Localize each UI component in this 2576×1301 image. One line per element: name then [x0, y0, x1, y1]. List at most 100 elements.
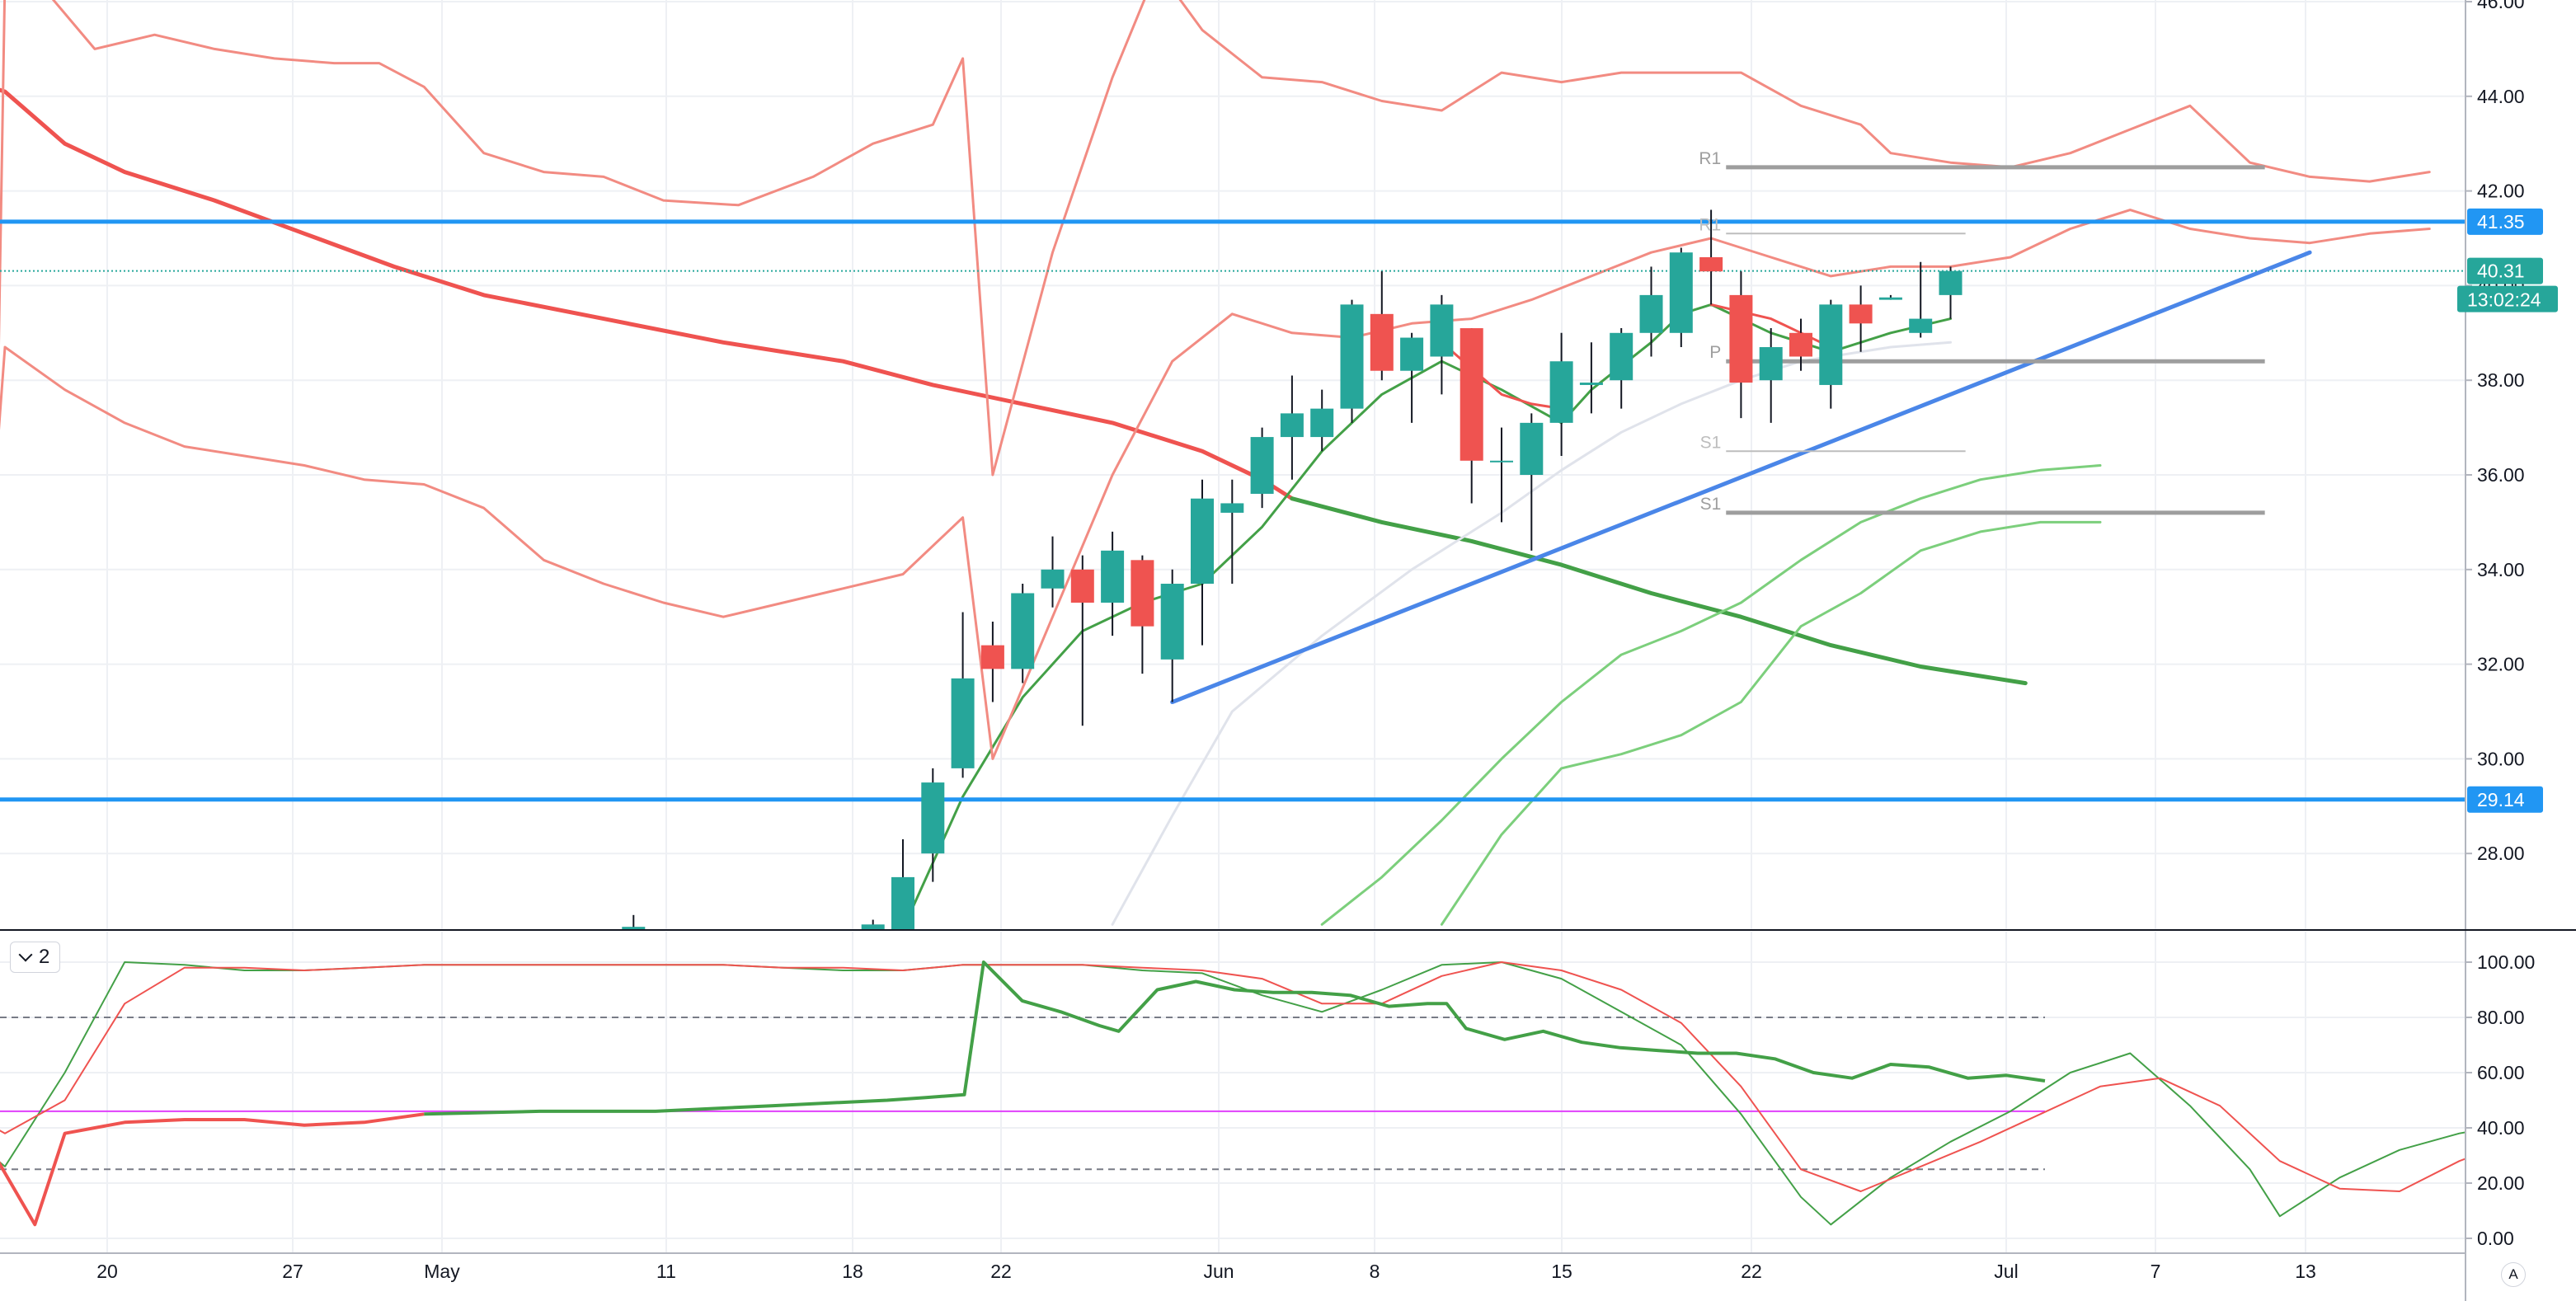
candle-body [1789, 332, 1812, 357]
candle[interactable] [1699, 209, 1723, 305]
y-axis-ticks[interactable]: 28.00 30.00 32.00 34.00 36.00 38.00 40.00 42.00… [2466, 0, 2535, 1249]
x-tick-label[interactable]: 22 [1741, 1261, 1762, 1282]
stoch-d-line [0, 961, 2466, 1192]
y-tick-label[interactable]: 100.00 [2477, 951, 2535, 973]
y-tick-label[interactable]: 38.00 [2477, 369, 2525, 391]
last-price-tag-label: 40.31 [2477, 261, 2525, 282]
candle[interactable] [1131, 555, 1154, 674]
candle[interactable] [1460, 328, 1483, 504]
candle[interactable] [1250, 427, 1274, 509]
candle[interactable] [921, 768, 945, 882]
auto-scale-label: A [2508, 1266, 2518, 1282]
candle[interactable] [1310, 389, 1334, 452]
y-tick-label[interactable]: 44.00 [2477, 86, 2525, 107]
y-tick-label[interactable]: 36.00 [2477, 464, 2525, 486]
y-tick-label[interactable]: 42.00 [2477, 181, 2525, 202]
candle[interactable] [1759, 328, 1783, 423]
candle[interactable] [1789, 318, 1812, 371]
x-tick-label[interactable]: Jun [1203, 1261, 1234, 1282]
candle-body [1849, 304, 1873, 324]
candle-body [1220, 503, 1244, 513]
candle[interactable] [1011, 584, 1035, 683]
upper-band-left-low-line [0, 0, 7, 345]
candle[interactable] [1639, 266, 1663, 357]
y-tick-label[interactable]: 34.00 [2477, 559, 2525, 580]
candle-body [622, 927, 646, 930]
y-tick-label[interactable]: 32.00 [2477, 654, 2525, 675]
x-tick-label[interactable]: 20 [96, 1261, 118, 1282]
chevron-down-icon [18, 947, 33, 962]
x-tick-label[interactable]: 27 [282, 1261, 303, 1282]
x-tick-label[interactable]: 13 [2295, 1261, 2316, 1282]
candle-body [1400, 337, 1424, 371]
x-tick-label[interactable]: 22 [990, 1261, 1012, 1282]
auto-scale-button[interactable]: A [2501, 1262, 2526, 1287]
candle[interactable] [1160, 569, 1184, 702]
candle[interactable] [1849, 285, 1873, 352]
candle[interactable] [1520, 413, 1544, 551]
x-axis-ticks[interactable]: 20 27 May 11 18 22 Jun 8 15 22 Jul 7 13 [96, 1261, 2316, 1282]
candle-body [1430, 304, 1454, 357]
y-tick-label[interactable]: 30.00 [2477, 748, 2525, 769]
candle[interactable] [1041, 536, 1065, 608]
rsi-red-line [0, 1112, 425, 1227]
candle[interactable] [1669, 247, 1693, 348]
candle[interactable] [1579, 342, 1603, 414]
candle-body [1579, 383, 1603, 385]
y-tick-label[interactable]: 80.00 [2477, 1007, 2525, 1028]
candle-body [921, 782, 945, 854]
candle-body [1191, 498, 1214, 585]
level-tag-bg [2467, 208, 2543, 235]
pivot-label: P [1709, 343, 1721, 362]
x-tick-label[interactable]: Jul [1994, 1261, 2018, 1282]
y-tick-label[interactable]: 60.00 [2477, 1062, 2525, 1083]
candle[interactable] [1101, 531, 1125, 636]
candle[interactable] [1549, 332, 1573, 457]
candle[interactable] [1280, 375, 1304, 480]
x-tick-label[interactable]: 7 [2151, 1261, 2161, 1282]
candle[interactable] [1729, 271, 1753, 419]
x-tick-label[interactable]: 8 [1370, 1261, 1380, 1282]
candle[interactable] [1909, 261, 1933, 338]
candle-body [1729, 294, 1753, 383]
x-tick-label[interactable]: 11 [656, 1261, 676, 1282]
y-tick-label[interactable]: 20.00 [2477, 1172, 2525, 1194]
x-tick-label[interactable]: 18 [842, 1261, 863, 1282]
candle-body [1460, 328, 1483, 461]
trendline[interactable] [1170, 250, 2312, 705]
candle-body [1250, 437, 1274, 494]
candle[interactable] [1191, 479, 1214, 646]
candle[interactable] [1610, 328, 1634, 409]
candle[interactable] [622, 914, 646, 939]
candle-body [1819, 304, 1843, 385]
candle[interactable] [1070, 555, 1094, 726]
pivot-label: R1 [1699, 149, 1721, 168]
candle[interactable] [1430, 294, 1454, 395]
x-tick-label[interactable]: 15 [1551, 1261, 1572, 1282]
candle[interactable] [1490, 427, 1513, 523]
y-tick-label[interactable]: 40.00 [2477, 1117, 2525, 1139]
upper-band-outer-line [51, 0, 2431, 477]
y-tick-label[interactable]: 46.00 [2477, 0, 2525, 12]
candle[interactable] [891, 838, 914, 934]
candle[interactable] [1370, 271, 1394, 381]
pivot-label: R1 [1699, 215, 1721, 234]
candle[interactable] [1400, 332, 1424, 423]
y-tick-label[interactable]: 0.00 [2477, 1228, 2514, 1249]
candle-body [1370, 313, 1394, 371]
candle[interactable] [1340, 299, 1364, 423]
candle[interactable] [1220, 479, 1244, 585]
candle[interactable] [951, 612, 975, 778]
y-tick-label[interactable]: 28.00 [2477, 843, 2525, 864]
candle-body [1070, 569, 1094, 603]
candles[interactable] [622, 209, 1963, 939]
candle-body [1878, 297, 1902, 300]
x-tick-label[interactable]: May [424, 1261, 460, 1282]
candle[interactable] [980, 621, 1004, 702]
candle[interactable] [1878, 294, 1902, 300]
candle[interactable] [1819, 299, 1843, 409]
candle[interactable] [1939, 266, 1963, 319]
pane-collapse-button[interactable]: 2 [10, 942, 61, 973]
